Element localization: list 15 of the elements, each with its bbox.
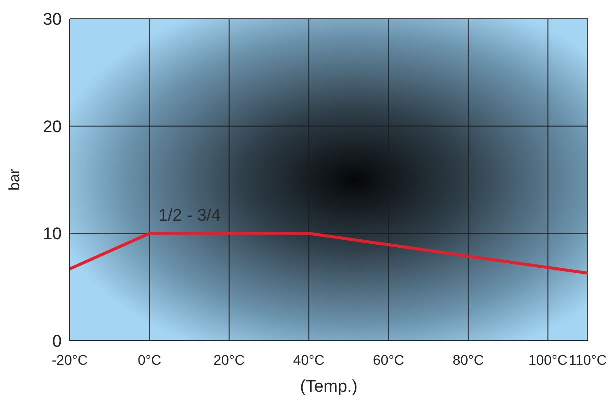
y-tick-label: 0 [52,332,62,352]
x-tick-label: 100°C [528,352,568,368]
x-axis-title: (Temp.) [300,377,358,396]
x-tick-label: 20°C [214,352,246,368]
y-tick-label: 10 [43,224,62,244]
x-tick-label: 40°C [293,352,325,368]
x-tick-label: 80°C [452,352,484,368]
x-tick-label: 60°C [373,352,404,368]
x-tick-label: -20°C [52,352,88,368]
y-tick-label: 30 [43,10,62,30]
x-tick-label: 0°C [138,352,162,368]
x-tick-label: 110°C [568,352,608,368]
annotation: 1/2 - 3/4 [158,206,221,226]
y-axis-title: bar [6,169,24,191]
y-tick-label: 20 [43,117,62,136]
